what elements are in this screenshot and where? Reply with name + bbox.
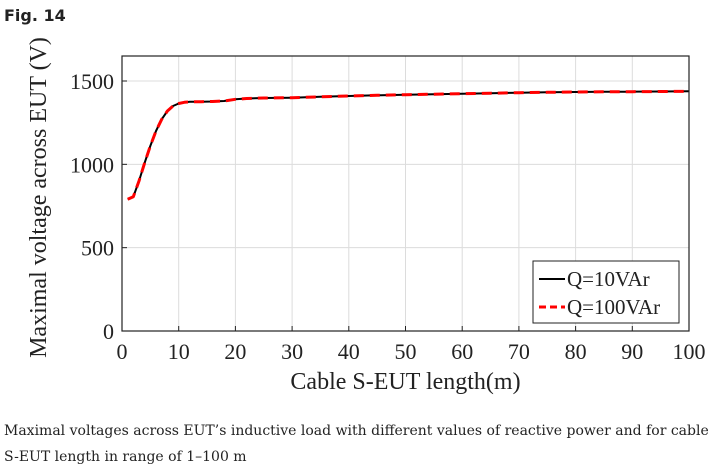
- x-tick-label: 20: [224, 339, 246, 364]
- grid: [122, 56, 689, 331]
- y-tick-label: 1000: [70, 152, 114, 177]
- series-line-2: [127, 89, 690, 201]
- x-tick-label: 30: [281, 339, 303, 364]
- figure-label: Fig. 14: [4, 6, 66, 25]
- x-axis-label: Cable S-EUT length(m): [290, 369, 520, 395]
- y-tick-label: 1500: [70, 69, 114, 94]
- legend-box: [532, 260, 680, 324]
- x-tick-label: 60: [451, 339, 473, 364]
- x-tick-label: 100: [673, 339, 706, 364]
- series-line-1: [127, 90, 690, 201]
- legend: Q=10VAr Q=100VAr: [532, 260, 680, 324]
- x-tick-label: 0: [117, 339, 128, 364]
- legend-entry: Q=100VAr: [567, 295, 660, 319]
- x-tick-label: 40: [338, 339, 360, 364]
- line-chart: 0 10 20 30 40 50 60 70 80 90 100 0 500 1000 1500 Maxim…: [0, 34, 714, 404]
- x-tick-label: 90: [621, 339, 643, 364]
- y-tick-label: 0: [103, 319, 114, 344]
- series-group: [127, 89, 690, 201]
- x-tick-label: 50: [395, 339, 417, 364]
- figure-caption: Maximal voltages across EUT’s inductive …: [4, 423, 709, 465]
- y-tick-label: 500: [81, 236, 114, 261]
- y-axis-label: Maximal voltage across EUT (V): [26, 37, 52, 358]
- x-tick-label: 10: [168, 339, 190, 364]
- x-tick-label: 80: [565, 339, 587, 364]
- x-tick-label: 70: [508, 339, 530, 364]
- legend-entry: Q=10VAr: [567, 267, 650, 291]
